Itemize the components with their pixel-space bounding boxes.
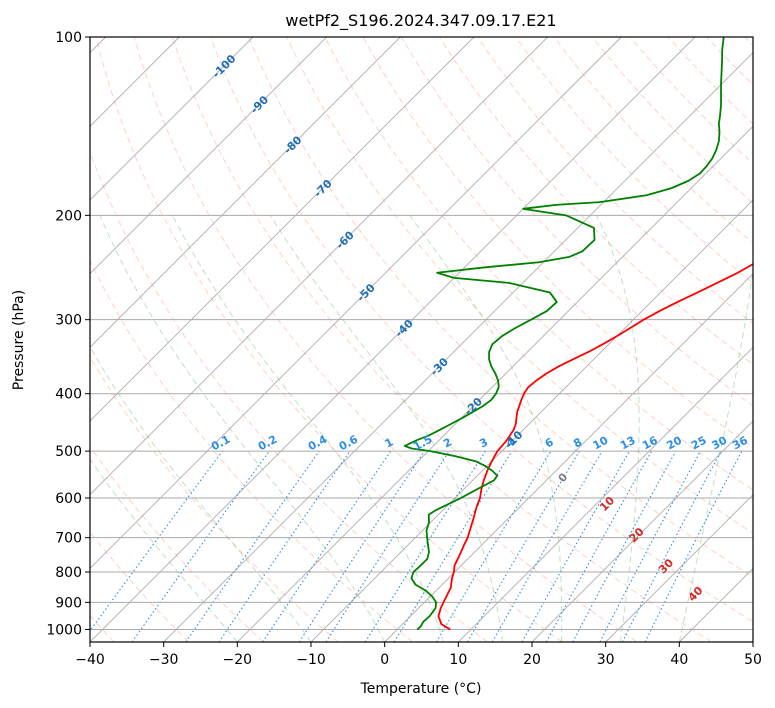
isotherm-line [384,273,753,642]
dry-adiabat [629,37,753,165]
x-tick-label: 30 [597,652,615,668]
x-tick-label: −20 [223,652,253,668]
x-tick-label: −30 [149,652,179,668]
mixing-ratio-label: 20 [664,434,684,453]
axes: −40 −30 −20 −10 0 10 20 30 40 50 100 200 300 400 500 60… [46,30,762,668]
x-axis-title: Temperature (°C) [360,681,482,697]
x-tick-label: 10 [449,652,467,668]
mixing-ratio-line [521,450,630,642]
y-tick-label: 200 [55,208,82,224]
moist-adiabat [99,215,386,642]
isotherm-line [310,199,753,642]
x-tick-label: −10 [296,652,326,668]
background-lines [90,37,753,642]
dry-adiabat [591,37,753,204]
dry-adiabat [324,37,753,491]
y-tick-label: 300 [55,313,82,329]
y-tick-label: 700 [55,531,82,547]
mixing-ratio-label: 25 [689,434,709,453]
dry-adiabat [210,37,753,623]
y-tick-label: 600 [55,491,82,507]
y-tick-label: 400 [55,387,82,403]
isotherm-line [90,37,548,496]
isotherm-line [605,494,753,642]
isotherm-line [458,346,753,642]
mixing-ratio-label: 30 [710,434,730,453]
dry-adiabat [477,37,753,325]
isotherm-line [90,37,696,642]
isotherm-line [531,420,753,642]
x-tick-label: −40 [75,652,105,668]
mixing-ratio-label: 10 [591,434,611,453]
moist-adiabat [409,215,563,642]
dry-adiabat [515,37,753,284]
isotherm-line [90,37,622,569]
mixing-ratio-label: 13 [618,434,638,453]
y-tick-label: 900 [55,595,82,611]
y-tick-label: 500 [55,444,82,460]
dry-adiabat [95,37,563,642]
mixing-ratio-line [393,450,513,642]
pressure-gridlines [90,37,753,630]
x-tick-label: 40 [670,652,688,668]
isotherm-line [237,125,753,642]
isotherm-line [90,37,327,275]
y-tick-label: 100 [55,30,82,46]
dewpoint-line [403,37,725,631]
y-tick-label: 1000 [46,622,82,638]
mixing-ratio-line [572,450,677,642]
mixing-ratio-line [185,450,320,642]
moist-adiabat [172,215,445,642]
temperature-line [437,263,753,631]
mixing-ratio-line [218,450,351,642]
mixing-ratio-line [545,450,653,642]
moist-adiabat [90,345,312,642]
mixing-ratio-line [90,450,223,632]
dry-adiabat [90,445,264,642]
profile-lines [403,37,753,631]
dry-adiabat [400,37,753,407]
moist-adiabat [596,215,640,642]
mixing-ratio-line [491,450,603,642]
y-axis-title: Pressure (hPa) [11,290,27,390]
mixing-ratio-line [325,450,450,642]
dry-adiabat [171,37,712,642]
chart-title: wetPf2_S196.2024.347.09.17.E21 [285,11,556,31]
isotherm-line [163,52,753,642]
x-tick-label: 0 [380,652,389,668]
isotherm-line [90,37,475,422]
plot-frame [89,36,754,643]
moist-adiabat [270,215,504,642]
mixing-ratio-line [435,450,552,642]
mixing-ratio-line [131,450,270,642]
dry-adiabat [90,259,414,642]
dry-adiabat [248,37,753,578]
moist-adiabat [90,458,238,642]
y-tick-label: 800 [55,565,82,581]
mixing-ratio-label: 36 [730,434,750,453]
x-tick-label: 20 [523,652,541,668]
moist-adiabat [678,265,753,642]
x-tick-label: 50 [744,652,762,668]
isotherm-line [90,37,401,348]
dry-adiabat [133,37,638,642]
mixing-ratio-label: 16 [640,434,660,453]
isotherm-line [90,37,254,201]
mixing-ratio-line [467,450,580,642]
mixing-ratio-line [364,450,486,642]
